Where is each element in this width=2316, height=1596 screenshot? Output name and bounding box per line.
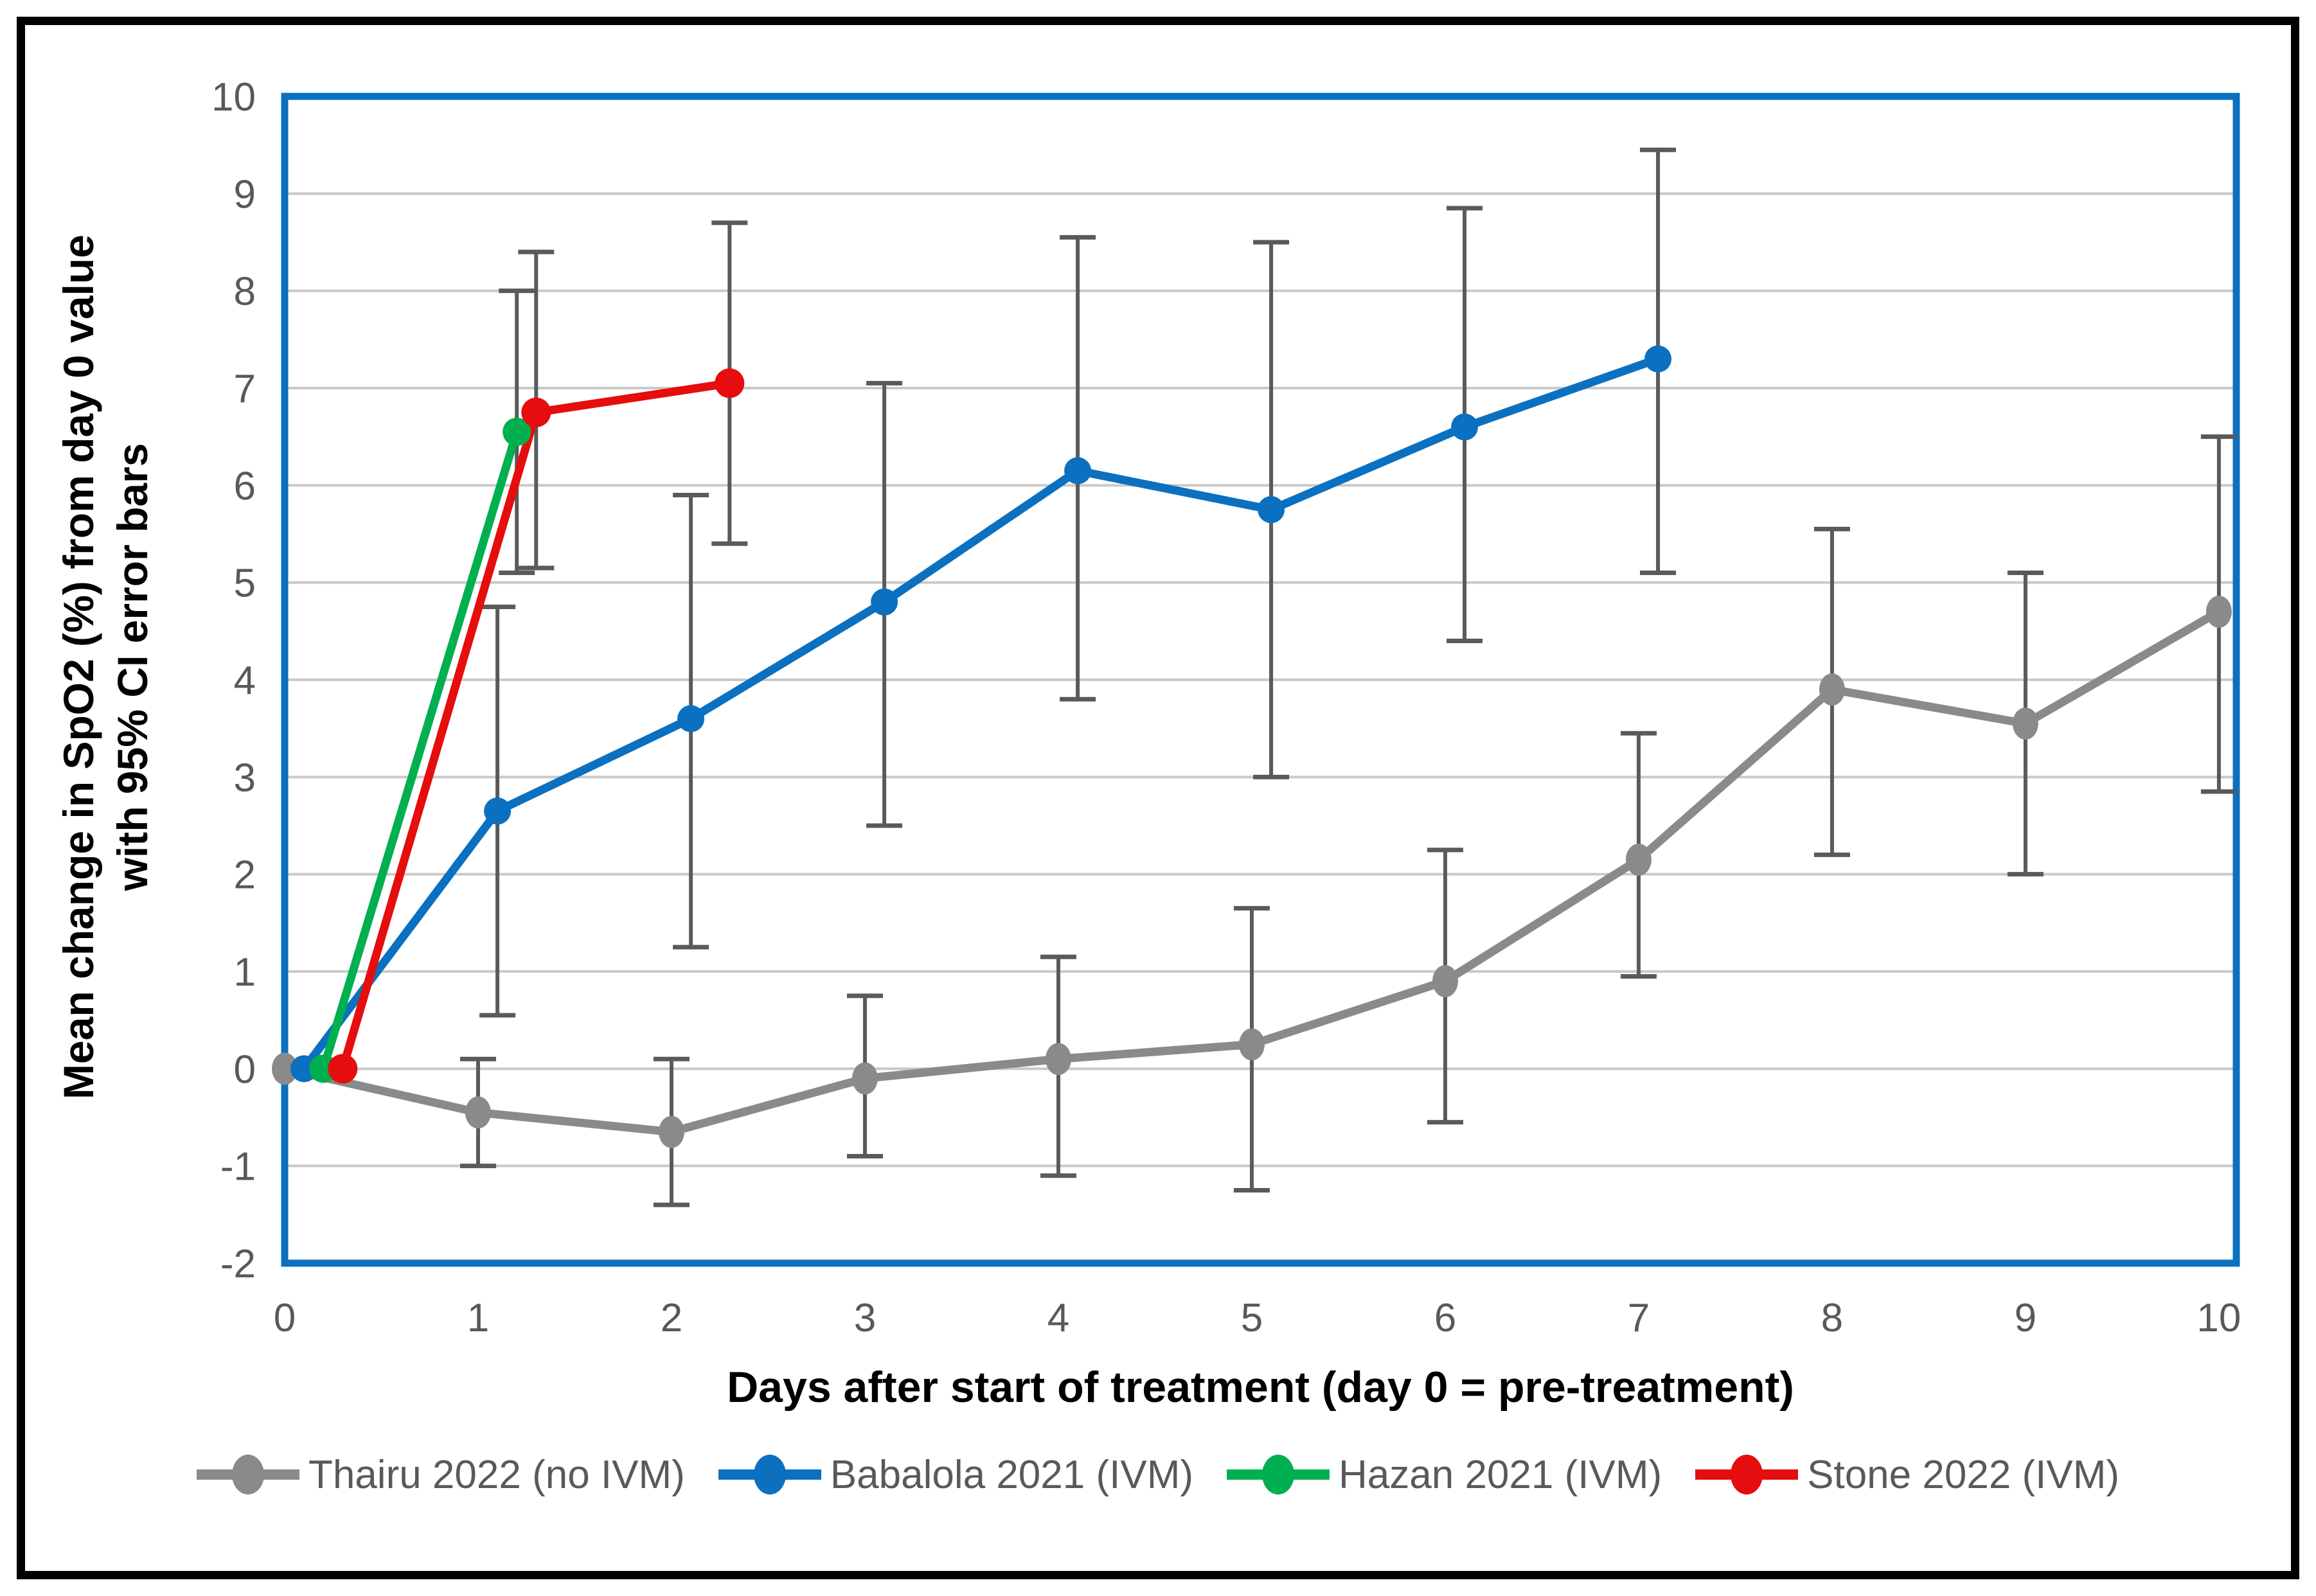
series-markers-3 (328, 368, 745, 1084)
legend-label: Hazan 2021 (IVM) (1339, 1452, 1662, 1497)
data-point-marker (1644, 345, 1672, 373)
legend-item-0: Thairu 2022 (no IVM) (196, 1451, 685, 1498)
legend-marker-icon (718, 1455, 821, 1494)
x-tick-label-8: 8 (1821, 1296, 1843, 1340)
data-point-marker (1238, 1028, 1265, 1061)
data-point-marker (465, 1096, 491, 1129)
legend-marker-dot (753, 1455, 786, 1494)
data-point-marker (503, 418, 531, 447)
series-line-2 (319, 427, 521, 1073)
gridlines (285, 192, 2236, 1167)
x-tick-label-0: 0 (274, 1296, 296, 1340)
y-axis-title-line2: with 95% CI error bars (109, 443, 156, 891)
x-tick-label-3: 3 (854, 1296, 876, 1340)
data-point-marker (1045, 1043, 1071, 1076)
y-tick-label-5: 5 (234, 562, 256, 606)
y-tick-label-9: 9 (234, 172, 256, 217)
x-tick-label-7: 7 (1628, 1296, 1650, 1340)
data-point-marker (328, 1054, 358, 1084)
y-tick-label-3: 3 (234, 756, 256, 800)
data-point-marker (851, 1062, 878, 1095)
legend-marker-dot (1731, 1455, 1763, 1494)
x-tick-label-10: 10 (2196, 1296, 2241, 1340)
data-point-marker (2012, 707, 2038, 740)
y-tick-label-4: 4 (234, 659, 256, 703)
series-markers-1 (290, 345, 1672, 1083)
y-tick-label-6: 6 (234, 464, 256, 508)
data-point-marker (521, 397, 551, 427)
legend-marker-dot (231, 1455, 264, 1494)
data-point-marker (1451, 413, 1479, 441)
series-line-1 (299, 355, 1662, 1073)
data-point-marker (1432, 965, 1458, 998)
data-point-marker (871, 588, 898, 616)
legend-item-1: Babalola 2021 (IVM) (718, 1451, 1193, 1498)
legend-marker-icon (196, 1455, 299, 1494)
x-tick-label-9: 9 (2015, 1296, 2036, 1340)
y-tick-label-1: 1 (234, 950, 256, 995)
legend-item-2: Hazan 2021 (IVM) (1227, 1451, 1662, 1498)
data-point-marker (272, 1052, 298, 1085)
data-point-marker (1064, 457, 1092, 484)
figure-border (17, 17, 2299, 1579)
x-tick-label-2: 2 (661, 1296, 682, 1340)
series-markers-0 (272, 596, 2232, 1148)
y-tick-label-7: 7 (234, 367, 256, 411)
legend-marker-icon (1695, 1455, 1799, 1494)
data-point-marker (290, 1055, 318, 1083)
legend: Thairu 2022 (no IVM) Babalola 2021 (IVM) H… (0, 1439, 2316, 1510)
error-bars-0 (459, 434, 2237, 1207)
x-tick-label-5: 5 (1241, 1296, 1263, 1340)
data-point-marker (2205, 596, 2232, 628)
plot-border (281, 93, 2240, 1267)
x-axis-title: Days after start of treatment (day 0 = p… (727, 1363, 1794, 1412)
data-point-marker (715, 368, 745, 398)
y-tick-labels: -2 -1 0 1 2 3 4 5 6 7 8 9 10 (211, 75, 256, 1286)
legend-item-3: Stone 2022 (IVM) (1695, 1451, 2119, 1498)
legend-label: Stone 2022 (IVM) (1807, 1452, 2120, 1497)
y-tick-label--1: -1 (220, 1145, 256, 1189)
data-point-marker (1819, 673, 1845, 706)
x-tick-labels: 0 1 2 3 4 5 6 7 8 9 10 (274, 1296, 2241, 1340)
legend-marker-icon (1227, 1455, 1330, 1494)
data-point-marker (1625, 843, 1652, 876)
x-tick-label-6: 6 (1434, 1296, 1456, 1340)
legend-label: Thairu 2022 (no IVM) (308, 1452, 685, 1497)
x-tick-label-4: 4 (1047, 1296, 1069, 1340)
x-tick-label-1: 1 (467, 1296, 489, 1340)
data-point-marker (658, 1115, 684, 1148)
y-axis-title: Mean change in SpO2 (%) from day 0 value… (51, 57, 162, 1277)
data-point-marker (1258, 496, 1285, 524)
y-tick-label-8: 8 (234, 270, 256, 314)
legend-label: Babalola 2021 (IVM) (830, 1452, 1193, 1497)
y-tick-label-0: 0 (234, 1047, 256, 1092)
y-axis-title-line1: Mean change in SpO2 (%) from day 0 value (55, 235, 102, 1100)
y-tick-label-10: 10 (211, 75, 256, 120)
data-point-marker (677, 705, 705, 732)
legend-marker-dot (1262, 1455, 1294, 1494)
y-tick-label--2: -2 (220, 1242, 256, 1286)
y-tick-label-2: 2 (234, 853, 256, 898)
data-point-marker (484, 797, 512, 825)
